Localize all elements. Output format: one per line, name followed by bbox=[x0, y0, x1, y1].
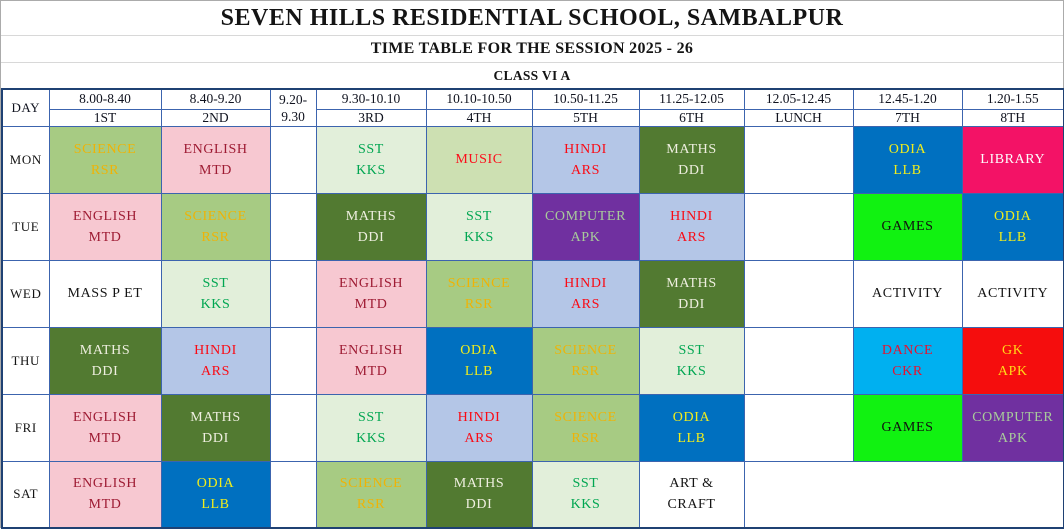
time-header-1: 8.00-8.40 bbox=[48, 88, 162, 110]
cell-wed-lunch-or-empty bbox=[743, 259, 854, 328]
cell-fri-lunch-or-empty bbox=[743, 393, 854, 462]
period-header-2nd: 2ND bbox=[160, 108, 271, 127]
period-header-5th: 5TH bbox=[531, 108, 640, 127]
period-header-1st: 1ST bbox=[48, 108, 162, 127]
cell-wed-maths: MATHS DDI bbox=[638, 259, 745, 328]
cell-fri-english: ENGLISH MTD bbox=[48, 393, 162, 462]
timetable-row-wed: WED MASS P ET SST KKS ENGLISH MTD SCIENCE RSR HI… bbox=[1, 259, 1064, 328]
cell-mon-break bbox=[269, 125, 317, 194]
day-label-sat: SAT bbox=[1, 460, 50, 529]
timetable-body: MON SCIENCE RSR ENGLISH MTD SST KKS MUSIC HINDI A… bbox=[1, 125, 1064, 529]
cell-tue-hindi: HINDI ARS bbox=[638, 192, 745, 261]
cell-thu-maths: MATHS DDI bbox=[48, 326, 162, 395]
period-header-3rd: 3RD bbox=[315, 108, 427, 127]
cell-fri-computer: COMPUTER APK bbox=[961, 393, 1064, 462]
cell-tue-odia: ODIA LLB bbox=[961, 192, 1064, 261]
cell-wed-science: SCIENCE RSR bbox=[425, 259, 533, 328]
timetable-row-thu: THU MATHS DDI HINDI ARS ENGLISH MTD ODIA LLB SCIE… bbox=[1, 326, 1064, 395]
cell-sat-sst: SST KKS bbox=[531, 460, 640, 529]
cell-mon-sst: SST KKS bbox=[315, 125, 427, 194]
cell-sat-lunch-or-empty bbox=[743, 460, 1064, 529]
cell-thu-science: SCIENCE RSR bbox=[531, 326, 640, 395]
time-header-2: 8.40-9.20 bbox=[160, 88, 271, 110]
cell-fri-odia: ODIA LLB bbox=[638, 393, 745, 462]
timetable-row-tue: TUE ENGLISH MTD SCIENCE RSR MATHS DDI SST KKS COM… bbox=[1, 192, 1064, 261]
school-name: SEVEN HILLS RESIDENTIAL SCHOOL, SAMBALPU… bbox=[1, 1, 1063, 36]
cell-sat-science: SCIENCE RSR bbox=[315, 460, 427, 529]
day-label-tue: TUE bbox=[1, 192, 50, 261]
cell-sat-maths: MATHS DDI bbox=[425, 460, 533, 529]
cell-fri-science: SCIENCE RSR bbox=[531, 393, 640, 462]
time-header-9: 12.45-1.20 bbox=[852, 88, 963, 110]
period-header-4th: 4TH bbox=[425, 108, 533, 127]
cell-thu-english: ENGLISH MTD bbox=[315, 326, 427, 395]
cell-wed-activity: ACTIVITY bbox=[852, 259, 963, 328]
cell-mon-science: SCIENCE RSR bbox=[48, 125, 162, 194]
cell-mon-library: LIBRARY bbox=[961, 125, 1064, 194]
time-header-8: 12.05-12.45 bbox=[743, 88, 854, 110]
period-header-lunch: LUNCH bbox=[743, 108, 854, 127]
day-column-header: DAY bbox=[1, 88, 50, 127]
timetable-row-fri: FRI ENGLISH MTD MATHS DDI SST KKS HINDI ARS SCIEN… bbox=[1, 393, 1064, 462]
timetable-grid: DAY 8.00-8.40 8.40-9.20 9.20- 9.30 9.30-10.10… bbox=[1, 88, 1064, 529]
cell-thu-lunch-or-empty bbox=[743, 326, 854, 395]
cell-tue-science: SCIENCE RSR bbox=[160, 192, 271, 261]
day-label-wed: WED bbox=[1, 259, 50, 328]
cell-mon-maths: MATHS DDI bbox=[638, 125, 745, 194]
class-label: CLASS VI A bbox=[493, 68, 571, 83]
timetable-row-mon: MON SCIENCE RSR ENGLISH MTD SST KKS MUSIC HINDI A… bbox=[1, 125, 1064, 194]
cell-thu-gk: GK APK bbox=[961, 326, 1064, 395]
day-label-fri: FRI bbox=[1, 393, 50, 462]
time-header-6: 10.50-11.25 bbox=[531, 88, 640, 110]
break-time-header: 9.20- 9.30 bbox=[269, 88, 317, 127]
cell-wed-mass-p-et: MASS P ET bbox=[48, 259, 162, 328]
time-header-4: 9.30-10.10 bbox=[315, 88, 427, 110]
cell-mon-lunch-or-empty bbox=[743, 125, 854, 194]
time-header-10: 1.20-1.55 bbox=[961, 88, 1064, 110]
cell-wed-activity: ACTIVITY bbox=[961, 259, 1064, 328]
cell-wed-break bbox=[269, 259, 317, 328]
cell-tue-maths: MATHS DDI bbox=[315, 192, 427, 261]
cell-sat-english: ENGLISH MTD bbox=[48, 460, 162, 529]
cell-thu-hindi: HINDI ARS bbox=[160, 326, 271, 395]
timetable-header: DAY 8.00-8.40 8.40-9.20 9.20- 9.30 9.30-10.10… bbox=[1, 88, 1064, 127]
cell-tue-break bbox=[269, 192, 317, 261]
time-header-5: 10.10-10.50 bbox=[425, 88, 533, 110]
cell-mon-hindi: HINDI ARS bbox=[531, 125, 640, 194]
cell-fri-sst: SST KKS bbox=[315, 393, 427, 462]
cell-fri-games: GAMES bbox=[852, 393, 963, 462]
day-label-thu: THU bbox=[1, 326, 50, 395]
cell-thu-odia: ODIA LLB bbox=[425, 326, 533, 395]
timetable-row-sat: SAT ENGLISH MTD ODIA LLB SCIENCE RSR MATHS DDI SS… bbox=[1, 460, 1064, 529]
time-header-7: 11.25-12.05 bbox=[638, 88, 745, 110]
cell-thu-dance: DANCE CKR bbox=[852, 326, 963, 395]
cell-mon-odia: ODIA LLB bbox=[852, 125, 963, 194]
cell-fri-hindi: HINDI ARS bbox=[425, 393, 533, 462]
cell-fri-break bbox=[269, 393, 317, 462]
period-header-7th: 7TH bbox=[852, 108, 963, 127]
day-label-mon: MON bbox=[1, 125, 50, 194]
cell-sat-art-: ART & CRAFT bbox=[638, 460, 745, 529]
cell-tue-computer: COMPUTER APK bbox=[531, 192, 640, 261]
cell-wed-sst: SST KKS bbox=[160, 259, 271, 328]
session-title: TIME TABLE FOR THE SESSION 2025 - 26 bbox=[1, 36, 1063, 63]
cell-thu-break bbox=[269, 326, 317, 395]
cell-tue-games: GAMES bbox=[852, 192, 963, 261]
cell-tue-english: ENGLISH MTD bbox=[48, 192, 162, 261]
cell-tue-sst: SST KKS bbox=[425, 192, 533, 261]
cell-mon-english: ENGLISH MTD bbox=[160, 125, 271, 194]
cell-tue-lunch-or-empty bbox=[743, 192, 854, 261]
cell-wed-english: ENGLISH MTD bbox=[315, 259, 427, 328]
cell-sat-odia: ODIA LLB bbox=[160, 460, 271, 529]
period-header-6th: 6TH bbox=[638, 108, 745, 127]
cell-fri-maths: MATHS DDI bbox=[160, 393, 271, 462]
period-header-8th: 8TH bbox=[961, 108, 1064, 127]
cell-wed-hindi: HINDI ARS bbox=[531, 259, 640, 328]
cell-mon-music: MUSIC bbox=[425, 125, 533, 194]
cell-sat-break bbox=[269, 460, 317, 529]
cell-thu-sst: SST KKS bbox=[638, 326, 745, 395]
